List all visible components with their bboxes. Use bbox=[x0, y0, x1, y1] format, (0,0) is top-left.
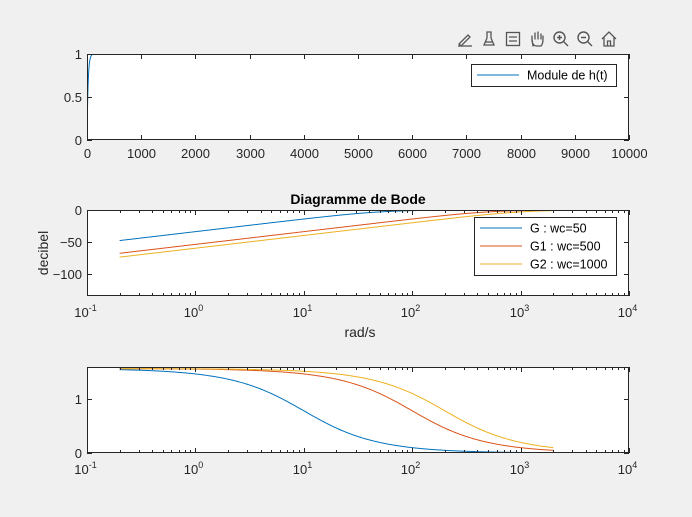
x-tick-label: 104 bbox=[618, 303, 637, 320]
plot-area bbox=[87, 367, 629, 453]
x-tick-label: 6000 bbox=[398, 146, 427, 161]
chart-title: Diagramme de Bode bbox=[290, 191, 426, 207]
x-tick-label: 100 bbox=[184, 460, 203, 477]
pan-button[interactable] bbox=[526, 28, 548, 50]
y-tick-label: 1 bbox=[75, 392, 82, 407]
x-tick-label: 3000 bbox=[236, 146, 265, 161]
figure-toolbar bbox=[454, 28, 620, 50]
x-tick-label: 10-1 bbox=[74, 303, 96, 320]
x-tick-label: 101 bbox=[293, 303, 312, 320]
x-tick-label: 5000 bbox=[344, 146, 373, 161]
legend-button[interactable] bbox=[502, 28, 524, 50]
x-tick-label: 8000 bbox=[507, 146, 536, 161]
legend-entry-3: G2 : wc=1000 bbox=[530, 258, 608, 272]
x-tick-label: 103 bbox=[510, 460, 529, 477]
y-tick-label: 0.5 bbox=[64, 90, 82, 105]
x-tick-label: 1000 bbox=[127, 146, 156, 161]
chart-2: 10-1 100 101 102 103 104 0 −50 −100 Diagramme de … bbox=[35, 191, 637, 340]
series-line-1 bbox=[119, 369, 554, 453]
x-tick-label: 2000 bbox=[181, 146, 210, 161]
zoom-out-button[interactable] bbox=[574, 28, 596, 50]
series-line-2 bbox=[119, 210, 554, 254]
x-tick-label: 10000 bbox=[611, 146, 647, 161]
x-tick-label: 102 bbox=[401, 460, 420, 477]
legend: Module de h(t) bbox=[471, 64, 617, 87]
legend-entry-2: G1 : wc=500 bbox=[530, 240, 601, 254]
zoom-in-icon bbox=[553, 31, 569, 47]
y-tick-label: −100 bbox=[53, 267, 82, 282]
data-tips-button[interactable] bbox=[478, 28, 500, 50]
zoom-out-icon bbox=[577, 31, 593, 47]
legend-box bbox=[471, 64, 617, 87]
x-tick-label: 7000 bbox=[452, 146, 481, 161]
series-line-3 bbox=[119, 368, 554, 449]
x-tick-label: 10-1 bbox=[74, 460, 96, 477]
chart-3: 10-1 100 101 102 103 104 0 1 bbox=[74, 367, 637, 477]
x-tick-label: 100 bbox=[184, 303, 203, 320]
y-tick-label: 0 bbox=[75, 133, 82, 148]
brush-icon bbox=[458, 34, 472, 47]
x-tick-label: 9000 bbox=[561, 146, 590, 161]
y-tick-label: 0 bbox=[75, 203, 82, 218]
axes-box bbox=[87, 210, 629, 296]
legend-icon bbox=[505, 31, 521, 47]
legend-entry-1: G : wc=50 bbox=[530, 222, 587, 236]
x-tick-label: 102 bbox=[401, 303, 420, 320]
brush-button[interactable] bbox=[454, 28, 476, 50]
x-tick-label: 0 bbox=[84, 146, 91, 161]
series-line-3 bbox=[119, 210, 554, 258]
y-axis-label: decibel bbox=[35, 231, 51, 275]
legend-entry-1: Module de h(t) bbox=[527, 69, 608, 83]
pan-icon bbox=[531, 31, 544, 47]
x-tick-label: 4000 bbox=[290, 146, 319, 161]
home-button[interactable] bbox=[598, 28, 620, 50]
x-tick-label: 103 bbox=[510, 303, 529, 320]
chart-1: 0 1000 2000 3000 4000 5000 6000 7000 8000 9000 100… bbox=[64, 47, 648, 161]
y-tick-label: 1 bbox=[75, 47, 82, 62]
series-line-1 bbox=[87, 54, 629, 140]
x-axis-label: rad/s bbox=[344, 324, 375, 340]
x-tick-label: 104 bbox=[618, 460, 637, 477]
axes-box bbox=[87, 367, 629, 453]
home-icon bbox=[601, 31, 617, 47]
zoom-in-button[interactable] bbox=[550, 28, 572, 50]
y-tick-label: −50 bbox=[60, 235, 82, 250]
data-tips-icon bbox=[483, 31, 495, 46]
x-tick-label: 101 bbox=[293, 460, 312, 477]
legend: G : wc=50 G1 : wc=500 G2 : wc=1000 bbox=[474, 217, 617, 276]
y-tick-label: 0 bbox=[75, 446, 82, 461]
